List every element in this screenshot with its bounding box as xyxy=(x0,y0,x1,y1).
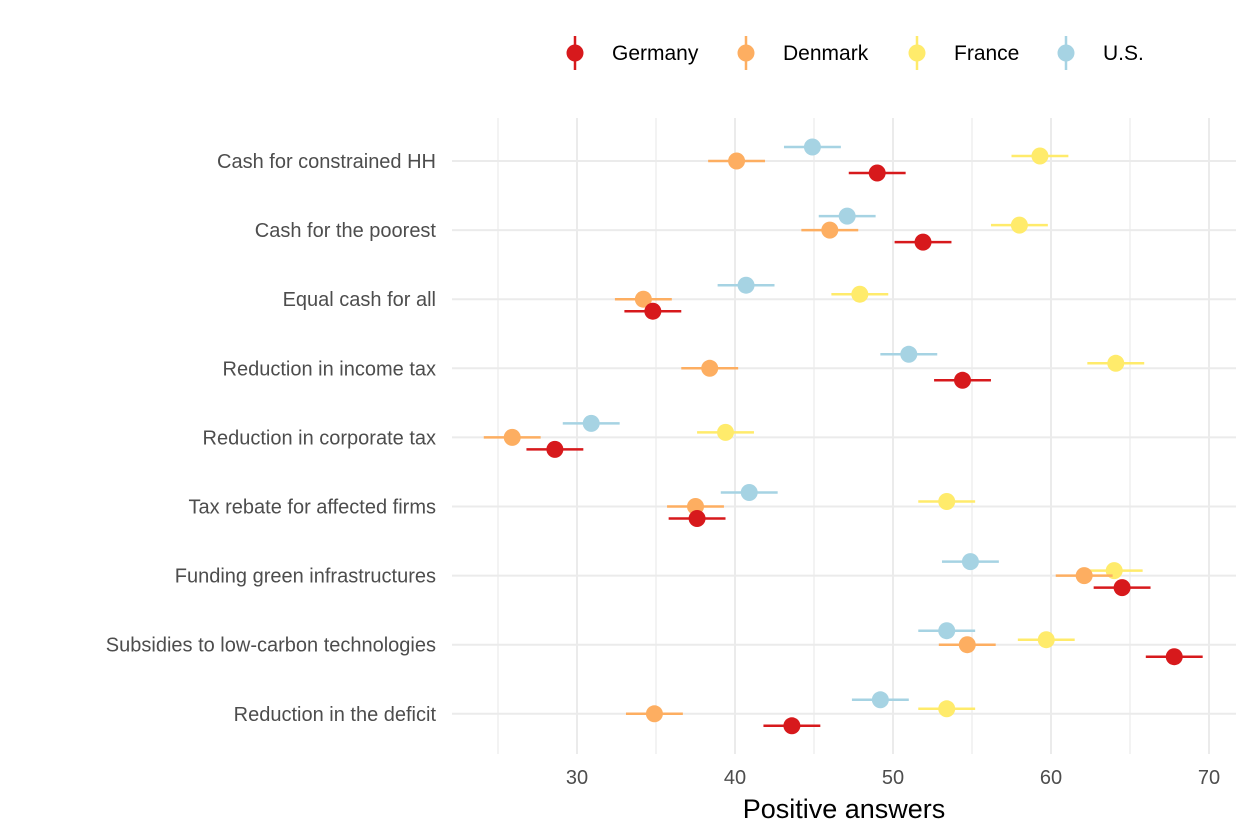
grid xyxy=(452,118,1236,754)
series-u-s xyxy=(562,138,999,709)
point-germany xyxy=(644,302,662,320)
point-denmark xyxy=(728,152,746,170)
x-tick-label: 50 xyxy=(882,767,904,789)
point-germany xyxy=(1165,648,1183,666)
x-tick-labels: 30 40 50 60 70 xyxy=(566,767,1220,789)
point-germany xyxy=(954,371,972,389)
point-u-s xyxy=(871,691,889,709)
series-denmark xyxy=(483,152,1113,723)
point-denmark xyxy=(958,636,976,654)
legend-item-france: France xyxy=(908,36,1019,70)
category-label-tax-rebate-for-affected-firms: Tax rebate for affected firms xyxy=(188,497,436,519)
point-germany xyxy=(1113,579,1131,597)
data-marks xyxy=(483,138,1203,735)
point-denmark xyxy=(701,359,719,377)
legend-key-point xyxy=(737,44,755,62)
point-germany xyxy=(868,164,886,182)
category-labels: Cash for constrained HH Cash for the poor… xyxy=(106,151,437,726)
legend-label: Denmark xyxy=(783,42,869,65)
point-denmark xyxy=(503,428,521,446)
point-germany xyxy=(546,440,564,458)
point-denmark xyxy=(1075,567,1093,585)
point-denmark xyxy=(634,290,652,308)
x-tick-label: 30 xyxy=(566,767,588,789)
legend-key-point xyxy=(1057,44,1075,62)
x-tick-label: 60 xyxy=(1040,767,1062,789)
point-u-s xyxy=(838,207,856,225)
series-france xyxy=(697,147,1145,718)
point-france xyxy=(717,423,735,441)
category-label-cash-for-constrained-hh: Cash for constrained HH xyxy=(217,151,436,173)
legend-item-denmark: Denmark xyxy=(737,36,869,70)
point-france xyxy=(1107,354,1125,372)
legend-label: Germany xyxy=(612,42,699,65)
point-germany xyxy=(914,233,932,251)
point-france xyxy=(851,285,869,303)
point-u-s xyxy=(803,138,821,156)
category-label-funding-green-infrastructures: Funding green infrastructures xyxy=(175,566,436,588)
point-u-s xyxy=(900,345,918,363)
point-u-s xyxy=(737,276,755,294)
legend-key-point xyxy=(566,44,584,62)
point-france xyxy=(1031,147,1049,165)
category-label-equal-cash-for-all: Equal cash for all xyxy=(283,289,436,311)
category-label-cash-for-the-poorest: Cash for the poorest xyxy=(255,220,437,242)
point-u-s xyxy=(582,414,600,432)
point-u-s xyxy=(740,484,758,501)
point-germany xyxy=(688,510,706,527)
point-u-s xyxy=(938,622,956,640)
legend-label: France xyxy=(954,42,1019,65)
point-france xyxy=(938,493,956,510)
legend-item-germany: Germany xyxy=(566,36,699,70)
legend-item-u-s: U.S. xyxy=(1057,36,1144,70)
legend: Germany Denmark France U.S. xyxy=(566,36,1144,70)
category-label-reduction-in-income-tax: Reduction in income tax xyxy=(223,358,436,380)
x-tick-label: 70 xyxy=(1198,767,1220,789)
legend-key-point xyxy=(908,44,926,62)
x-tick-label: 40 xyxy=(724,767,746,789)
category-label-reduction-in-the-deficit: Reduction in the deficit xyxy=(234,704,437,726)
point-denmark xyxy=(821,221,839,239)
point-denmark xyxy=(645,705,663,723)
point-france xyxy=(1037,631,1055,649)
x-axis-title: Positive answers xyxy=(743,794,946,824)
category-label-subsidies-to-low-carbon-technologies: Subsidies to low-carbon technologies xyxy=(106,635,436,657)
legend-label: U.S. xyxy=(1103,42,1144,65)
point-germany xyxy=(783,717,801,735)
point-france xyxy=(938,700,956,718)
point-u-s xyxy=(961,553,979,571)
category-label-reduction-in-corporate-tax: Reduction in corporate tax xyxy=(203,427,436,449)
point-france xyxy=(1010,216,1028,234)
series-germany xyxy=(526,164,1203,735)
